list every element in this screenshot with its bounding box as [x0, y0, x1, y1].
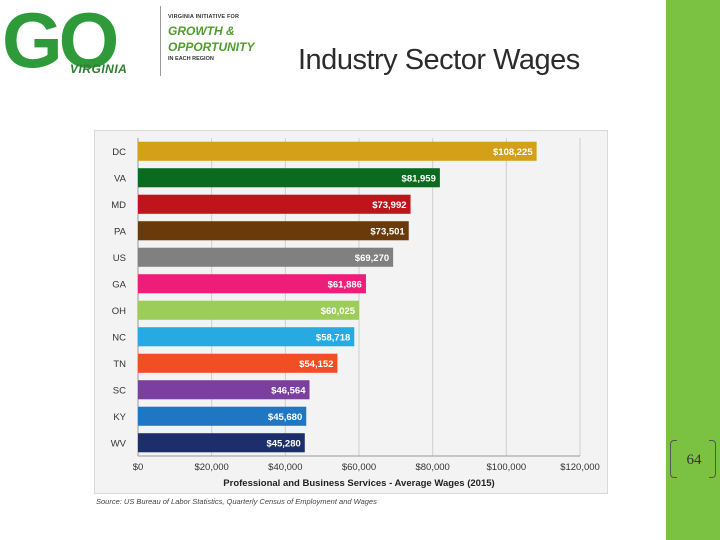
y-category-label: KY: [113, 412, 126, 423]
y-category-label: NC: [112, 332, 126, 343]
y-category-label: TN: [113, 359, 126, 370]
y-category-label: MD: [111, 200, 126, 211]
right-accent-bar: [666, 0, 720, 540]
y-category-label: WV: [111, 438, 127, 449]
bar-nc: [138, 327, 355, 347]
x-tick-label: $100,000: [487, 462, 527, 473]
bar-data-label: $108,225: [493, 147, 533, 158]
bar-data-label: $58,718: [316, 332, 350, 343]
bar-data-label: $73,501: [370, 226, 405, 237]
bar-data-label: $46,564: [271, 385, 306, 396]
bar-md: [138, 194, 411, 214]
logo-tagline-3: OPPORTUNITY: [168, 40, 255, 54]
logo-tagline-1: VIRGINIA INITIATIVE FOR: [168, 14, 240, 20]
wage-bar-chart: $0 $20,000 $40,000 $60,000 $80,000 $100,000 $1…: [111, 138, 600, 489]
bar-data-label: $45,280: [266, 438, 300, 449]
page-number: 64: [686, 451, 702, 468]
bar-data-label: $81,959: [402, 173, 436, 184]
bar-ga: [138, 274, 366, 294]
y-category-label: PA: [114, 226, 127, 237]
bar-data-label: $73,992: [372, 200, 406, 211]
x-tick-label: $120,000: [560, 462, 600, 473]
page-bracket-right: [709, 440, 716, 478]
bar-data-label: $54,152: [299, 359, 333, 370]
y-category-label: GA: [112, 279, 126, 290]
y-category-label: US: [113, 253, 126, 264]
go-virginia-logo: GO VIRGINIA VIRGINIA INITIATIVE FOR GROW…: [0, 0, 260, 86]
x-tick-label: $20,000: [194, 462, 228, 473]
logo-state: VIRGINIA: [70, 62, 128, 76]
logo-tagline-4: IN EACH REGION: [168, 56, 214, 62]
x-axis-title: Professional and Business Services - Ave…: [223, 478, 494, 489]
bar-oh: [138, 300, 360, 320]
y-category-label: SC: [113, 385, 126, 396]
y-category-label: VA: [114, 173, 127, 184]
bar-dc: [138, 141, 537, 161]
x-tick-label: $40,000: [268, 462, 302, 473]
x-tick-label: $80,000: [415, 462, 449, 473]
page-bracket-left: [670, 440, 677, 478]
bar-data-label: $45,680: [268, 412, 302, 423]
bar-pa: [138, 221, 409, 241]
bar-tn: [138, 353, 338, 373]
y-category-label: DC: [112, 147, 126, 158]
logo-divider: [160, 6, 161, 76]
logo-mark: GO: [2, 0, 119, 84]
bar-data-label: $60,025: [321, 306, 356, 317]
bar-va: [138, 168, 440, 188]
bar-sc: [138, 380, 310, 400]
x-tick-label: $0: [133, 462, 144, 473]
slide-title: Industry Sector Wages: [298, 44, 580, 76]
bar-data-label: $61,886: [328, 279, 362, 290]
bar-us: [138, 247, 394, 267]
y-category-label: OH: [112, 306, 126, 317]
logo-tagline-2: GROWTH &: [168, 24, 235, 38]
x-tick-label: $60,000: [342, 462, 376, 473]
bar-data-label: $69,270: [355, 253, 389, 264]
bar-wv: [138, 433, 305, 453]
chart-source: Source: US Bureau of Labor Statistics, Q…: [96, 497, 377, 506]
bar-ky: [138, 406, 307, 426]
